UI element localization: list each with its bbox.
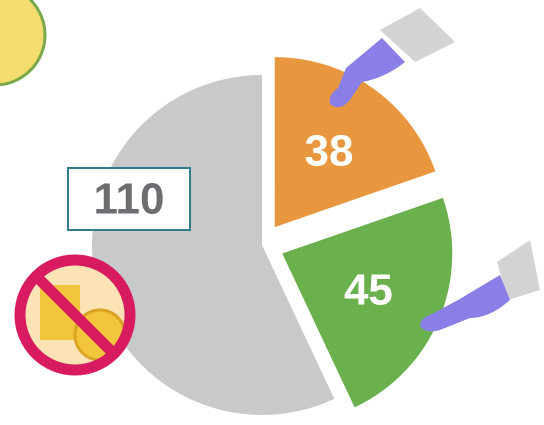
chart: 38 45 110 [0, 0, 544, 425]
hand-top [330, 8, 455, 107]
value-label: 38 [304, 126, 353, 175]
value-label: 110 [94, 175, 165, 224]
value-label: 45 [344, 265, 393, 314]
no-money-icon [20, 260, 130, 370]
page: 3845110 (() => { const data = JSON.parse… [0, 0, 544, 425]
decor-circle [0, 0, 45, 85]
pie [92, 57, 452, 415]
